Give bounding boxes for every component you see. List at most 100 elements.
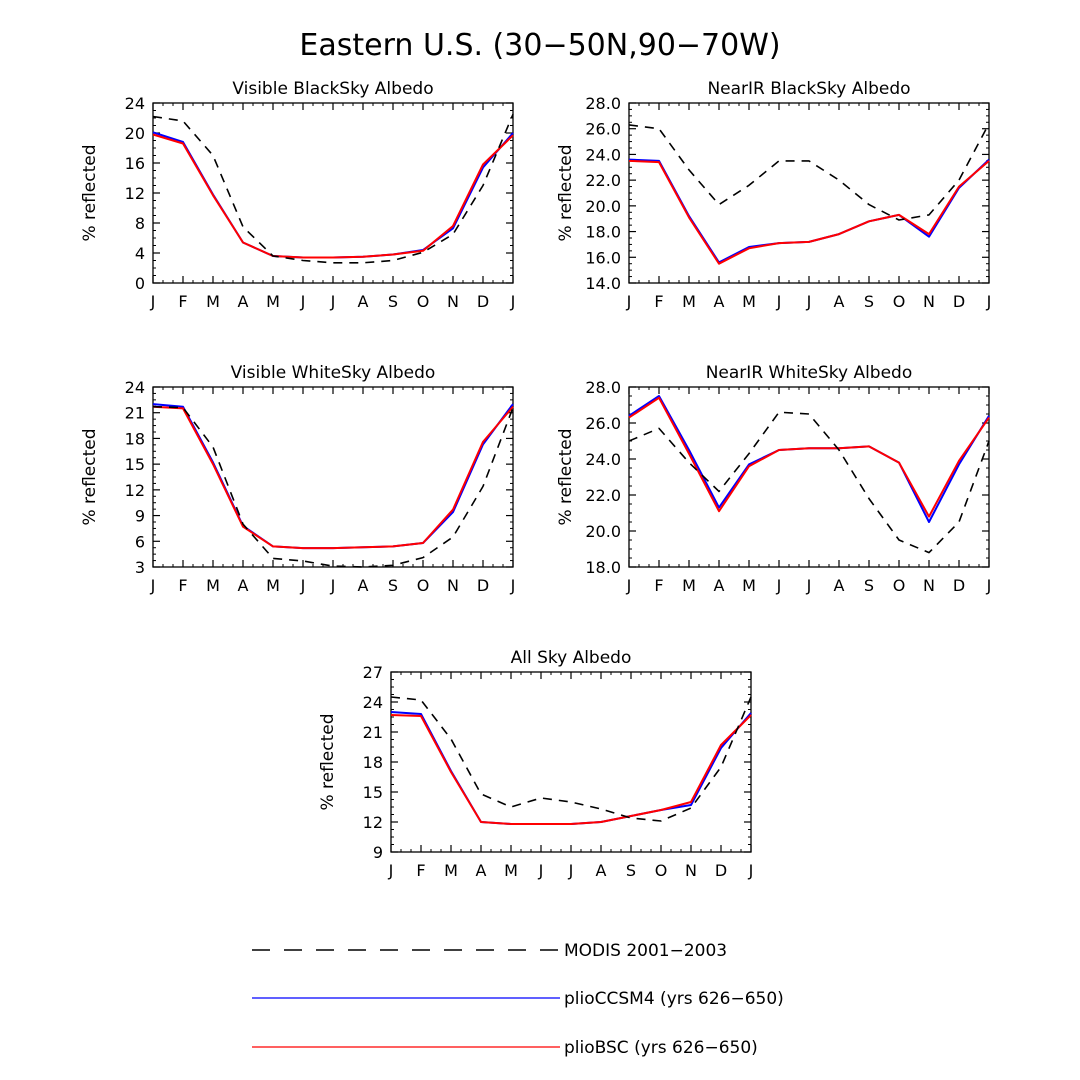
chart-visible-whitesky-albedo-ytick-label: 15 (125, 455, 145, 474)
chart-visible-blacksky-albedo-xtick-label: N (447, 292, 459, 311)
chart-visible-whitesky-albedo-ytick-label: 24 (125, 378, 145, 397)
chart-visible-whitesky-albedo-xtick-label: N (447, 576, 459, 595)
chart-nearir-whitesky-albedo-xtick-label: M (742, 576, 756, 595)
chart-nearir-whitesky-albedo-xtick-label: J (776, 576, 782, 595)
chart-visible-blacksky-albedo-xtick-label: S (388, 292, 398, 311)
chart-visible-whitesky-albedo-xtick-label: J (300, 576, 306, 595)
chart-nearir-whitesky-albedo-xtick-label: D (953, 576, 965, 595)
chart-visible-whitesky-albedo-xtick-label: A (358, 576, 369, 595)
chart-all-sky-albedo-ytick-label: 9 (373, 843, 383, 862)
chart-all-sky-albedo-series-plioccsm4-yrs-626-650 (390, 711, 752, 825)
chart-nearir-whitesky-albedo-frame (628, 386, 990, 568)
chart-nearir-blacksky-albedo-ytick-label: 22.0 (585, 171, 621, 190)
chart-visible-blacksky-albedo-ytick-label: 16 (125, 154, 145, 173)
chart-all-sky-albedo-xtick-label: M (444, 861, 458, 880)
chart-all-sky-albedo-ytick-label: 18 (363, 753, 383, 772)
chart-nearir-whitesky-albedo-series-plioccsm4-yrs-626-650 (628, 395, 990, 523)
chart-visible-whitesky-albedo-xtick-label: O (417, 576, 430, 595)
legend-label-modis-2001-2003: MODIS 2001−2003 (564, 941, 727, 961)
chart-visible-whitesky-albedo-ytick-label: 18 (125, 429, 145, 448)
chart-nearir-whitesky-albedo-title: NearIR WhiteSky Albedo (706, 363, 913, 383)
chart-nearir-blacksky-albedo-ytick-label: 24.0 (585, 145, 621, 164)
chart-nearir-whitesky-albedo-xtick-label: O (893, 576, 906, 595)
chart-visible-blacksky-albedo-ylabel: % reflected (80, 144, 100, 241)
chart-visible-blacksky-albedo-xtick-label: J (510, 292, 516, 311)
chart-nearir-blacksky-albedo-title: NearIR BlackSky Albedo (707, 79, 910, 99)
chart-all-sky-albedo-ytick-label: 15 (363, 783, 383, 802)
chart-nearir-blacksky-albedo-xtick-label: J (986, 292, 992, 311)
chart-nearir-blacksky-albedo-xtick-label: N (923, 292, 935, 311)
chart-nearir-blacksky-albedo-xtick-label: M (742, 292, 756, 311)
chart-visible-whitesky-albedo-series-pliobsc-yrs-626-650 (152, 405, 514, 550)
chart-all-sky-albedo-ytick-label: 27 (363, 663, 383, 682)
chart-nearir-whitesky-albedo-ytick-label: 22.0 (585, 486, 621, 505)
chart-nearir-blacksky-albedo-ytick-label: 14.0 (585, 274, 621, 293)
chart-nearir-blacksky-albedo-xtick-label: O (893, 292, 906, 311)
chart-visible-whitesky-albedo-xtick-label: A (238, 576, 249, 595)
chart-all-sky-albedo-xtick-label: N (685, 861, 697, 880)
chart-visible-blacksky-albedo-xtick-label: M (266, 292, 280, 311)
chart-nearir-whitesky-albedo-ytick-label: 18.0 (585, 558, 621, 577)
chart-nearir-blacksky-albedo-ylabel: % reflected (556, 144, 576, 241)
chart-visible-blacksky-albedo-xtick-label: J (150, 292, 156, 311)
chart-nearir-whitesky-albedo-ytick-label: 26.0 (585, 414, 621, 433)
chart-nearir-blacksky-albedo-series-plioccsm4-yrs-626-650 (628, 158, 990, 264)
chart-visible-blacksky-albedo-ytick-label: 24 (125, 94, 145, 113)
chart-visible-blacksky-albedo-ytick-label: 4 (135, 244, 145, 263)
chart-visible-blacksky-albedo-xtick-label: M (206, 292, 220, 311)
chart-nearir-whitesky-albedo-xtick-label: N (923, 576, 935, 595)
chart-nearir-blacksky-albedo-ytick-label: 18.0 (585, 223, 621, 242)
chart-visible-whitesky-albedo-ylabel: % reflected (80, 428, 100, 525)
chart-visible-blacksky-albedo-series-plioccsm4-yrs-626-650 (152, 131, 514, 259)
chart-nearir-whitesky-albedo-ytick-label: 24.0 (585, 450, 621, 469)
chart-visible-whitesky-albedo-xtick-label: M (206, 576, 220, 595)
chart-all-sky-albedo-xtick-label: A (596, 861, 607, 880)
chart-nearir-whitesky-albedo-xtick-label: J (986, 576, 992, 595)
chart-visible-whitesky-albedo-xtick-label: M (266, 576, 280, 595)
legend-label-plioccsm4-yrs-626-650: plioCCSM4 (yrs 626−650) (564, 989, 784, 1009)
chart-all-sky-albedo-ytick-label: 21 (363, 723, 383, 742)
chart-nearir-blacksky-albedo-xtick-label: S (864, 292, 874, 311)
chart-visible-blacksky-albedo-series-pliobsc-yrs-626-650 (152, 133, 514, 259)
chart-visible-whitesky-albedo-xtick-label: F (178, 576, 187, 595)
chart-visible-whitesky-albedo-series-modis-2001-2003 (152, 405, 514, 568)
chart-visible-whitesky-albedo-ytick-label: 3 (135, 558, 145, 577)
chart-all-sky-albedo-ytick-label: 12 (363, 813, 383, 832)
legend-label-pliobsc-yrs-626-650: plioBSC (yrs 626−650) (564, 1038, 758, 1058)
chart-nearir-blacksky-albedo-ytick-label: 20.0 (585, 197, 621, 216)
chart-visible-blacksky-albedo-ytick-label: 12 (125, 184, 145, 203)
chart-nearir-blacksky-albedo-series-pliobsc-yrs-626-650 (628, 159, 990, 265)
chart-visible-blacksky-albedo-xtick-label: J (330, 292, 336, 311)
chart-visible-whitesky-albedo-ytick-label: 12 (125, 481, 145, 500)
chart-visible-blacksky-albedo-frame (152, 102, 514, 284)
chart-nearir-whitesky-albedo-xtick-label: M (682, 576, 696, 595)
chart-nearir-blacksky-albedo-ytick-label: 26.0 (585, 120, 621, 139)
chart-visible-blacksky-albedo-xtick-label: F (178, 292, 187, 311)
chart-nearir-whitesky-albedo-xtick-label: J (806, 576, 812, 595)
chart-all-sky-albedo-xtick-label: J (388, 861, 394, 880)
chart-nearir-blacksky-albedo-frame (628, 102, 990, 284)
chart-nearir-whitesky-albedo-ytick-label: 28.0 (585, 378, 621, 397)
chart-visible-blacksky-albedo-xtick-label: J (300, 292, 306, 311)
chart-visible-blacksky-albedo-ytick-label: 8 (135, 214, 145, 233)
chart-visible-whitesky-albedo-ytick-label: 9 (135, 507, 145, 526)
chart-nearir-blacksky-albedo-xtick-label: J (806, 292, 812, 311)
chart-nearir-whitesky-albedo-xtick-label: A (714, 576, 725, 595)
chart-all-sky-albedo-xtick-label: D (715, 861, 727, 880)
chart-visible-blacksky-albedo-series-modis-2001-2003 (152, 113, 514, 264)
chart-nearir-whitesky-albedo-xtick-label: A (834, 576, 845, 595)
chart-nearir-whitesky-albedo-ytick-label: 20.0 (585, 522, 621, 541)
chart-nearir-whitesky-albedo-xtick-label: F (654, 576, 663, 595)
chart-visible-whitesky-albedo-xtick-label: S (388, 576, 398, 595)
chart-all-sky-albedo-title: All Sky Albedo (511, 648, 632, 668)
chart-nearir-whitesky-albedo-series-pliobsc-yrs-626-650 (628, 396, 990, 518)
chart-visible-blacksky-albedo-xtick-label: A (358, 292, 369, 311)
chart-nearir-blacksky-albedo-xtick-label: J (626, 292, 632, 311)
chart-nearir-blacksky-albedo-xtick-label: D (953, 292, 965, 311)
